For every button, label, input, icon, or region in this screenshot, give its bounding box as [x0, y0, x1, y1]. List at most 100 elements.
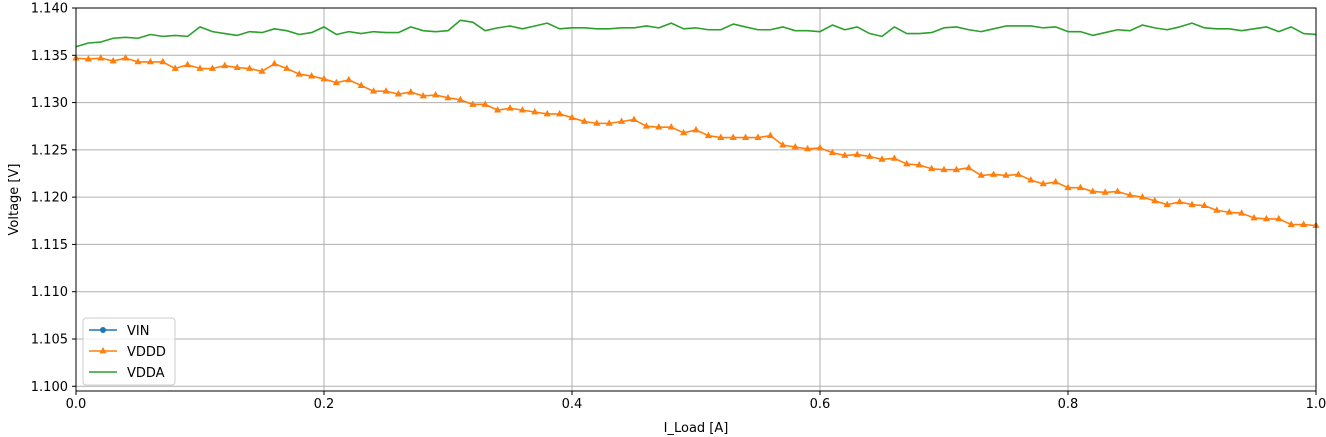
- data-point: [398, 32, 400, 34]
- data-point: [708, 29, 710, 31]
- data-point: [162, 36, 164, 38]
- data-point: [1216, 28, 1218, 30]
- data-point: [1005, 25, 1007, 27]
- data-point: [642, 122, 650, 129]
- data-point: [174, 35, 176, 37]
- legend: VIN VDDD VDDA: [82, 317, 176, 386]
- data-point: [1213, 206, 1221, 213]
- data-point: [1114, 187, 1122, 194]
- data-point: [543, 109, 551, 117]
- data-point: [866, 152, 874, 159]
- data-point: [745, 26, 747, 28]
- data-point: [1126, 191, 1134, 198]
- data-point: [88, 42, 90, 44]
- data-point: [236, 35, 238, 37]
- data-point: [931, 32, 933, 34]
- data-point: [720, 29, 722, 31]
- legend-label: VDDD: [127, 345, 166, 360]
- data-point: [134, 57, 142, 65]
- data-point: [683, 28, 685, 30]
- x-axis-label: I_Load [A]: [664, 421, 729, 436]
- data-point: [258, 67, 266, 74]
- data-point: [137, 37, 139, 39]
- data-point: [742, 133, 750, 140]
- data-point: [869, 33, 871, 35]
- data-point: [593, 119, 601, 126]
- data-point: [1179, 26, 1181, 28]
- data-point: [469, 100, 477, 107]
- data-point: [584, 27, 586, 29]
- data-point: [233, 63, 241, 70]
- data-point: [906, 33, 908, 35]
- data-point: [853, 150, 861, 157]
- data-point: [890, 154, 898, 161]
- data-point: [1151, 196, 1159, 204]
- data-point: [196, 64, 204, 71]
- data-point: [199, 26, 201, 28]
- legend-box: [82, 317, 176, 386]
- data-point: [779, 141, 787, 148]
- x-tick-label: 0.2: [314, 397, 335, 412]
- data-point: [1039, 179, 1047, 187]
- data-point: [965, 163, 973, 171]
- data-point: [791, 143, 799, 150]
- data-point: [370, 87, 378, 94]
- data-point: [1188, 200, 1196, 208]
- data-point: [658, 27, 660, 29]
- data-point: [1117, 29, 1119, 31]
- data-point: [100, 41, 102, 43]
- data-point: [1275, 214, 1283, 222]
- data-point: [1042, 27, 1044, 29]
- data-point: [283, 64, 291, 71]
- data-point: [819, 31, 821, 33]
- data-point: [918, 33, 920, 35]
- data-point: [618, 117, 626, 124]
- data-point: [993, 28, 995, 30]
- data-point: [1052, 178, 1060, 185]
- data-point: [531, 108, 539, 115]
- data-point: [407, 88, 415, 95]
- x-tick-label: 0.6: [810, 397, 831, 412]
- data-point: [435, 31, 437, 33]
- legend-label: VIN: [127, 324, 149, 339]
- series-line-vdda: [75, 19, 1317, 48]
- data-point: [509, 25, 511, 27]
- series-vdda: [75, 19, 1317, 48]
- y-tick-label: 1.125: [31, 143, 68, 158]
- data-point: [456, 95, 464, 103]
- data-point: [990, 170, 998, 177]
- data-point: [596, 28, 598, 30]
- data-point: [472, 21, 474, 23]
- data-point: [212, 31, 214, 33]
- y-tick-label: 1.115: [31, 238, 68, 253]
- data-point: [980, 31, 982, 33]
- data-point: [1101, 188, 1109, 195]
- data-point: [580, 117, 588, 124]
- data-point: [295, 70, 303, 77]
- data-point: [621, 27, 623, 29]
- data-point: [1027, 176, 1035, 183]
- data-point: [159, 57, 167, 65]
- data-point: [373, 31, 375, 33]
- data-point: [804, 144, 812, 152]
- data-point: [1300, 220, 1308, 227]
- data-point: [667, 123, 675, 130]
- data-point: [308, 72, 316, 79]
- data-point: [655, 123, 663, 130]
- data-point: [1014, 170, 1022, 177]
- data-point: [1253, 28, 1255, 30]
- data-point: [844, 29, 846, 31]
- data-point: [109, 56, 117, 64]
- data-point: [320, 74, 328, 82]
- data-point: [311, 32, 313, 34]
- data-point: [605, 119, 613, 126]
- data-point: [670, 22, 672, 24]
- data-point: [856, 26, 858, 28]
- data-point: [881, 36, 883, 38]
- x-tick-label: 0.8: [1058, 397, 1079, 412]
- data-point: [816, 143, 824, 151]
- x-tick-label: 0.0: [66, 397, 87, 412]
- data-point: [224, 33, 226, 35]
- data-point: [522, 28, 524, 30]
- y-tick-label: 1.140: [31, 2, 68, 17]
